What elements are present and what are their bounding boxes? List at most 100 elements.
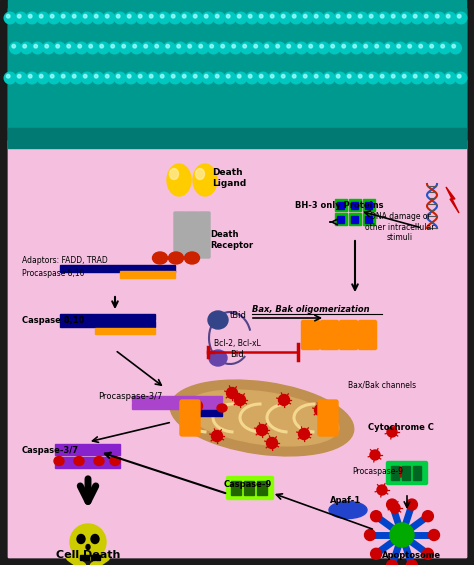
Circle shape (76, 42, 87, 54)
Circle shape (15, 12, 27, 24)
Text: Caspase 8,10: Caspase 8,10 (22, 316, 84, 325)
Circle shape (50, 75, 54, 78)
Bar (352, 215, 358, 223)
Circle shape (224, 12, 236, 24)
Circle shape (215, 75, 219, 78)
Ellipse shape (170, 168, 179, 180)
Circle shape (424, 14, 428, 18)
Circle shape (390, 523, 414, 547)
Circle shape (400, 72, 412, 84)
Circle shape (45, 45, 48, 48)
Circle shape (390, 503, 400, 513)
Circle shape (402, 75, 406, 78)
Circle shape (279, 394, 290, 406)
Circle shape (147, 72, 159, 84)
Bar (8, 128, 466, 148)
Bar (60, 314, 155, 320)
Circle shape (153, 42, 164, 54)
Circle shape (381, 75, 384, 78)
Circle shape (265, 45, 268, 48)
Circle shape (307, 42, 319, 54)
Circle shape (83, 75, 87, 78)
Circle shape (353, 45, 356, 48)
Circle shape (370, 450, 380, 460)
Circle shape (248, 14, 252, 18)
Bar (363, 199, 375, 211)
Circle shape (303, 14, 307, 18)
Bar (85, 555, 90, 560)
Circle shape (144, 45, 147, 48)
FancyBboxPatch shape (318, 400, 338, 436)
Circle shape (279, 12, 291, 24)
Circle shape (340, 42, 351, 54)
Circle shape (387, 560, 398, 565)
Circle shape (105, 75, 109, 78)
Circle shape (28, 14, 32, 18)
Circle shape (263, 42, 274, 54)
Circle shape (230, 42, 241, 54)
Circle shape (345, 72, 357, 84)
Bar (132, 396, 222, 402)
Circle shape (87, 42, 98, 54)
Circle shape (328, 42, 340, 54)
Circle shape (81, 12, 93, 24)
Ellipse shape (77, 534, 85, 544)
Circle shape (428, 529, 439, 541)
Text: DNA damage or
other intracellular
stimuli: DNA damage or other intracellular stimul… (365, 212, 435, 242)
Circle shape (56, 45, 60, 48)
Circle shape (62, 14, 65, 18)
Circle shape (133, 45, 137, 48)
Circle shape (337, 14, 340, 18)
Circle shape (444, 12, 456, 24)
Circle shape (114, 12, 126, 24)
Circle shape (100, 45, 103, 48)
Text: BH-3 only Proteins: BH-3 only Proteins (295, 201, 383, 210)
Circle shape (303, 75, 307, 78)
Circle shape (235, 72, 247, 84)
Circle shape (369, 14, 373, 18)
Circle shape (18, 75, 21, 78)
Circle shape (270, 14, 274, 18)
Ellipse shape (110, 457, 120, 466)
Circle shape (455, 72, 467, 84)
Bar (91, 555, 95, 560)
Circle shape (373, 42, 384, 54)
Circle shape (273, 42, 285, 54)
Bar (349, 199, 361, 211)
Circle shape (4, 72, 16, 84)
Circle shape (103, 12, 115, 24)
Circle shape (447, 75, 450, 78)
Circle shape (362, 42, 374, 54)
Circle shape (387, 499, 398, 510)
Circle shape (184, 415, 195, 427)
Circle shape (138, 75, 142, 78)
Circle shape (325, 14, 329, 18)
Circle shape (356, 72, 368, 84)
Circle shape (367, 72, 379, 84)
Circle shape (172, 14, 175, 18)
Circle shape (26, 12, 38, 24)
Circle shape (191, 72, 203, 84)
Text: Death
Ligand: Death Ligand (212, 168, 246, 188)
Circle shape (282, 75, 285, 78)
Circle shape (199, 45, 202, 48)
Circle shape (406, 42, 417, 54)
Circle shape (62, 75, 65, 78)
Circle shape (325, 75, 329, 78)
Circle shape (166, 45, 170, 48)
Polygon shape (446, 187, 459, 213)
Circle shape (389, 12, 401, 24)
Circle shape (299, 428, 310, 440)
Text: Adaptors: FADD, TRAD: Adaptors: FADD, TRAD (22, 256, 108, 265)
Circle shape (125, 72, 137, 84)
Circle shape (320, 45, 323, 48)
Circle shape (402, 14, 406, 18)
FancyBboxPatch shape (198, 212, 210, 258)
Circle shape (266, 437, 277, 449)
Circle shape (235, 394, 246, 406)
Circle shape (365, 529, 375, 541)
Circle shape (301, 72, 313, 84)
Circle shape (169, 72, 181, 84)
Circle shape (450, 42, 461, 54)
Circle shape (406, 560, 418, 565)
